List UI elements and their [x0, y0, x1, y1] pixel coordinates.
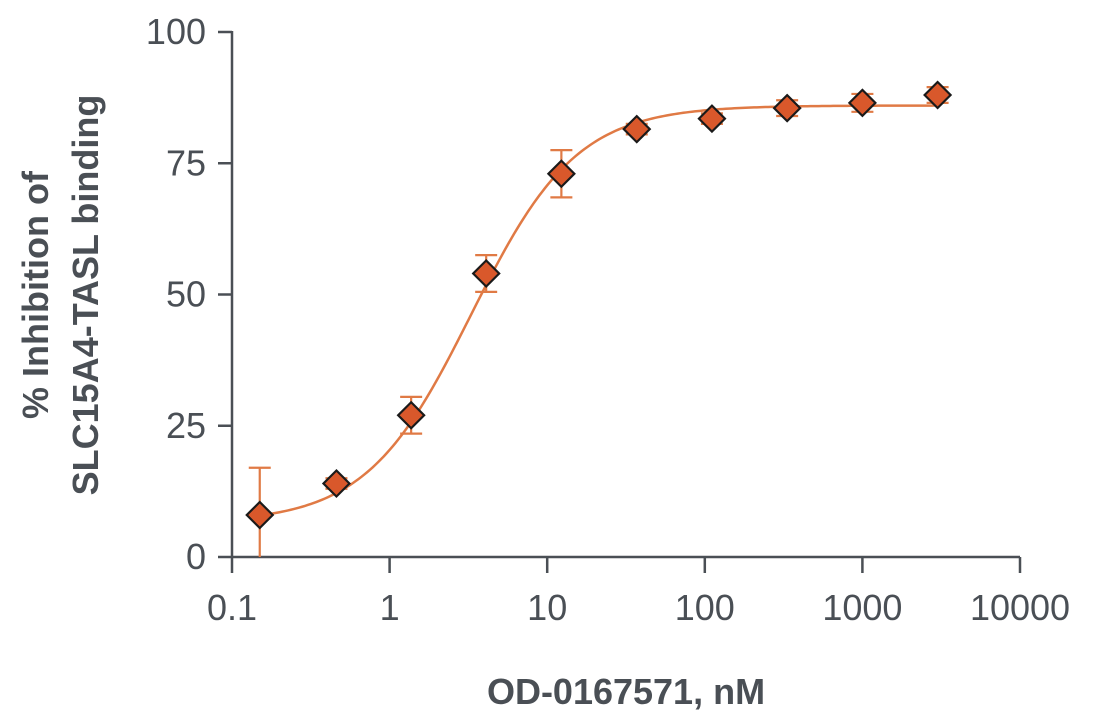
- y-axis-title-line-2: SLC15A4-TASL binding: [65, 95, 106, 496]
- x-tick-label: 10000: [970, 587, 1070, 628]
- x-tick-label: 100: [675, 587, 735, 628]
- y-tick-label: 100: [146, 11, 206, 52]
- data-point: [697, 104, 727, 134]
- x-tick-label: 10: [527, 587, 567, 628]
- data-point: [245, 500, 275, 530]
- x-axis-title: OD-0167571, nM: [487, 671, 765, 712]
- fit-curve: [259, 104, 938, 517]
- axes: 0 25 50 75 100 0.1 1 10 100 1000 10000: [146, 11, 1070, 628]
- data-point: [321, 468, 352, 499]
- data-point: [471, 258, 501, 289]
- data-point: [772, 93, 802, 123]
- y-tick-label: 25: [166, 405, 206, 446]
- fit-curve-layer: [259, 104, 938, 517]
- y-axis-title-line-1: % Inhibition of: [15, 170, 56, 419]
- error-bars: [248, 86, 949, 557]
- data-point: [923, 80, 953, 110]
- data-point: [546, 159, 576, 189]
- data-point: [847, 88, 877, 118]
- x-tick-label: 1000: [822, 587, 902, 628]
- y-tick-label: 50: [166, 274, 206, 315]
- data-points: [245, 80, 953, 530]
- data-point: [396, 400, 426, 430]
- y-tick-label: 75: [166, 142, 206, 183]
- y-axis-title: % Inhibition of SLC15A4-TASL binding: [15, 95, 106, 496]
- y-tick-label: 0: [186, 536, 206, 577]
- x-tick-label: 0.1: [207, 587, 257, 628]
- data-point: [622, 114, 652, 144]
- x-tick-label: 1: [380, 587, 400, 628]
